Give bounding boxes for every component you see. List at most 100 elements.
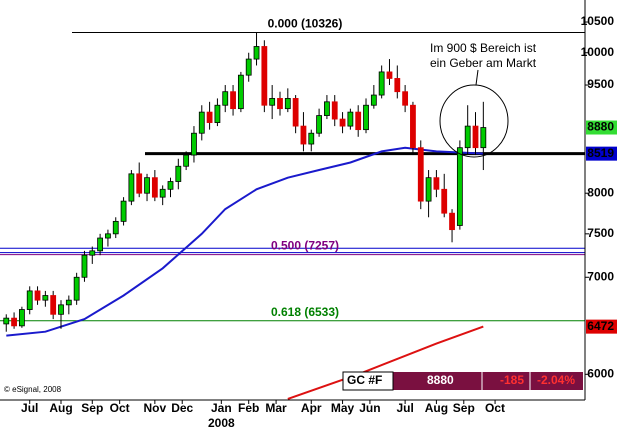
quote-symbol: GC #F <box>347 373 382 387</box>
price-marker-label: 8880 <box>587 120 614 134</box>
candle-body <box>183 154 190 167</box>
candle-body <box>284 98 291 110</box>
candle-body <box>120 200 127 222</box>
candle-body <box>464 125 471 149</box>
candle-body <box>261 46 268 106</box>
x-tick-label: Apr <box>301 401 322 415</box>
candle-body <box>410 104 416 149</box>
candle-body <box>316 115 322 134</box>
x-tick-label: Sep <box>81 401 103 415</box>
x-tick-label: Oct <box>110 401 130 415</box>
candle-body <box>402 91 409 106</box>
price-marker <box>586 319 617 334</box>
x-tick-label: Jul <box>21 401 38 415</box>
candle-body <box>347 111 354 127</box>
candle-body <box>308 132 315 145</box>
candle-body <box>386 71 393 79</box>
candle-body <box>144 177 150 194</box>
candle-body <box>65 299 72 306</box>
price-marker-label: 6472 <box>587 319 614 333</box>
candle-body <box>206 111 213 123</box>
y-tick-label: 6000 <box>587 366 614 380</box>
candle-body <box>277 98 283 110</box>
fib-label: 0.500 (7257) <box>271 239 339 253</box>
quote-last: 8880 <box>427 373 454 387</box>
candle-body <box>253 46 260 60</box>
quote-background <box>343 372 583 390</box>
candle-body <box>34 290 41 301</box>
x-tick-label: Feb <box>238 401 259 415</box>
candle-body <box>480 127 487 149</box>
annotation-pointer <box>475 69 479 86</box>
candle-body <box>378 71 385 96</box>
candle-body <box>26 290 33 310</box>
candle-body <box>42 295 49 301</box>
candle-body <box>222 91 229 106</box>
annotation-line: Im 900 $ Bereich ist <box>430 41 537 55</box>
y-tick-label: 10500 <box>581 14 615 28</box>
quote-box: GC #F 8880 -185 -2.04% <box>342 371 583 391</box>
candle-body <box>97 237 104 252</box>
candle-body <box>363 104 369 131</box>
year-label: 2008 <box>208 416 235 430</box>
candle-body <box>73 276 80 301</box>
candle-body <box>433 177 440 190</box>
symbol-cell <box>342 371 394 391</box>
candle-body <box>417 147 424 202</box>
fib-label: 0.000 (10326) <box>268 17 343 31</box>
candle-body <box>441 188 448 214</box>
y-tick-label: 7000 <box>587 269 614 283</box>
candle-body <box>237 74 244 110</box>
candle-body <box>324 101 330 116</box>
candle-body <box>3 317 10 325</box>
candle-body <box>425 177 432 202</box>
candle-body <box>11 317 17 327</box>
x-tick-label: Aug <box>49 401 72 415</box>
candle-body <box>81 254 88 278</box>
quote-change-pct: -2.04% <box>537 373 575 387</box>
candle-body <box>89 250 96 256</box>
candle-body <box>112 220 119 235</box>
indicator-line <box>6 146 484 337</box>
candle-body <box>191 132 197 156</box>
candle-body <box>214 104 221 123</box>
candle-body <box>269 98 276 106</box>
candle-body <box>456 147 463 226</box>
candle-body <box>355 111 362 131</box>
annotation-ellipse <box>439 84 509 158</box>
y-tick-label: 7500 <box>587 226 614 240</box>
x-tick-label: May <box>331 401 355 415</box>
candle-body <box>175 165 182 182</box>
x-tick-label: Jun <box>359 401 380 415</box>
candle-body <box>394 78 401 93</box>
candle-body <box>167 181 174 190</box>
x-tick-label: Aug <box>425 401 448 415</box>
candle-body <box>128 173 135 202</box>
y-tick-label: 10000 <box>581 45 615 59</box>
x-tick-label: Jan <box>211 401 232 415</box>
x-tick-label: Dec <box>171 401 193 415</box>
candle-body <box>472 125 479 149</box>
x-tick-label: Sep <box>453 401 475 415</box>
candle-body <box>58 304 64 315</box>
candle-body <box>151 177 158 198</box>
candle-body <box>136 173 143 194</box>
y-tick-label: 9500 <box>587 77 614 91</box>
candle-body <box>331 101 338 120</box>
x-tick-label: Oct <box>485 401 505 415</box>
candle-body <box>370 94 377 106</box>
candle-body <box>292 98 299 127</box>
candle-body <box>449 212 455 231</box>
candle-body <box>230 91 236 110</box>
indicator-line <box>287 325 484 400</box>
x-tick-label: Mar <box>265 401 287 415</box>
candle-body <box>245 58 252 76</box>
x-tick-label: Jul <box>396 401 413 415</box>
price-marker <box>586 146 617 161</box>
fib-label: 0.618 (6533) <box>271 305 339 319</box>
annotation-line: ein Geber am Markt <box>430 56 537 70</box>
candle-body <box>300 125 307 145</box>
candle-body <box>198 111 205 134</box>
